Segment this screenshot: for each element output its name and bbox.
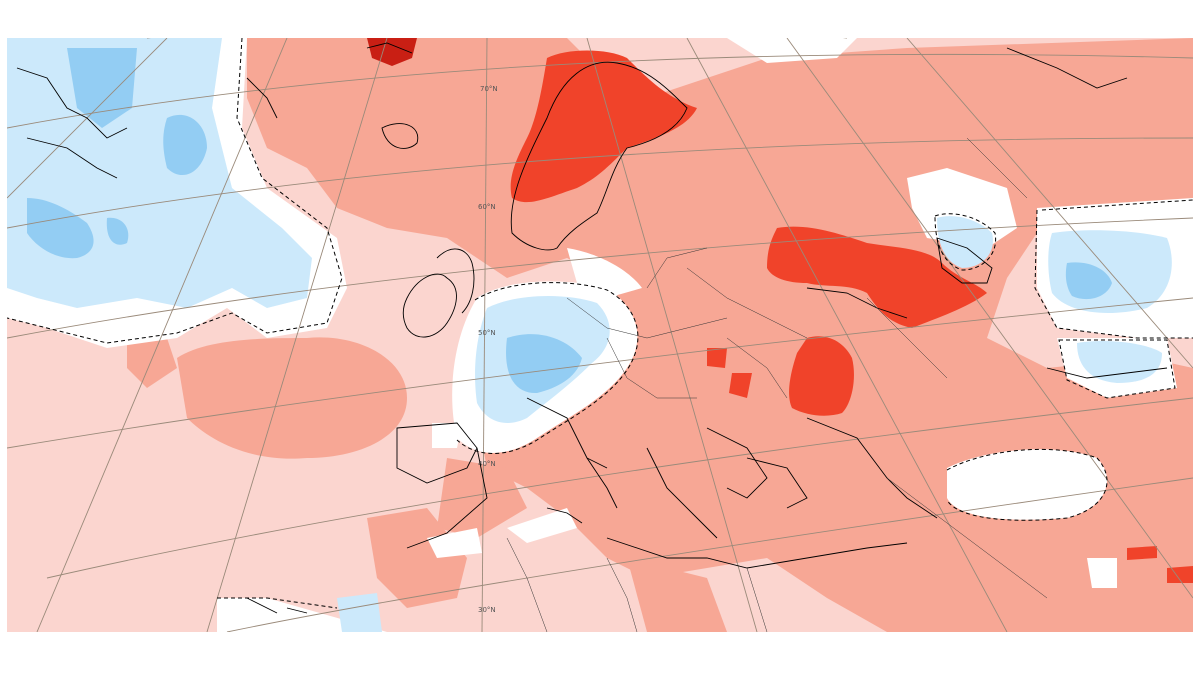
lat-label-50n: 50°N — [478, 329, 496, 337]
country-borders — [506, 137, 1048, 632]
anomaly-map: 70°N 60°N 50°N 40°N 30°N — [7, 38, 1193, 632]
lat-label-40n: 40°N — [478, 460, 496, 468]
zero-anomaly-contours — [7, 38, 1193, 609]
coastlines — [16, 42, 1168, 614]
cold-medium-areas — [27, 48, 1112, 394]
graticule-labels: 70°N 60°N 50°N 40°N 30°N — [478, 85, 498, 614]
map-canvas: 70°N 60°N 50°N 40°N 30°N — [7, 38, 1193, 632]
warm-strong-areas — [510, 50, 1193, 583]
lat-label-60n: 60°N — [478, 203, 496, 211]
lat-label-70n: 70°N — [480, 85, 498, 93]
lat-label-30n: 30°N — [478, 606, 496, 614]
